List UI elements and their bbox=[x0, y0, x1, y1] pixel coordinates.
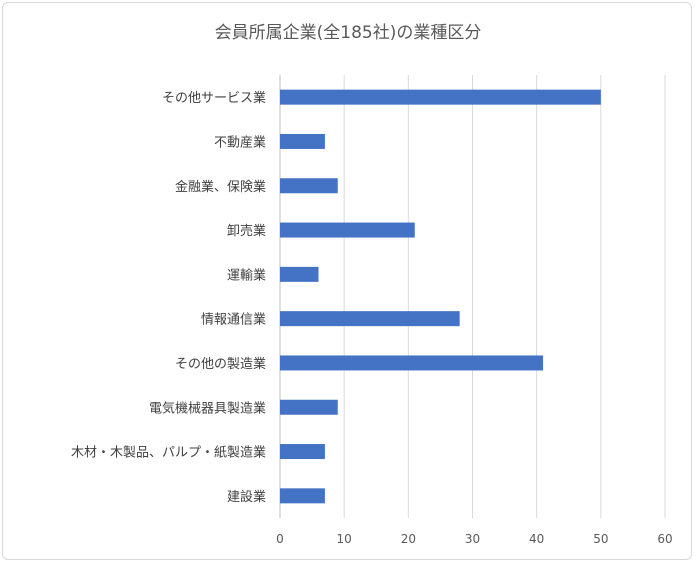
x-tick-label: 50 bbox=[593, 532, 608, 546]
grid-lines bbox=[279, 75, 666, 518]
x-tick-label: 0 bbox=[276, 532, 284, 546]
category-label: 木材・木製品、パルプ・紙製造業 bbox=[71, 445, 266, 461]
bar-6 bbox=[280, 355, 544, 371]
x-tick-label: 10 bbox=[337, 532, 352, 546]
bar-8 bbox=[280, 444, 325, 460]
x-tick-label: 30 bbox=[465, 532, 480, 546]
x-tick-label: 20 bbox=[401, 532, 416, 546]
bar-0 bbox=[280, 89, 601, 105]
x-tick-labels: 0 10 20 30 40 50 60 bbox=[276, 532, 672, 546]
category-label: その他の製造業 bbox=[175, 356, 266, 372]
category-label: 卸売業 bbox=[227, 223, 266, 239]
bar-9 bbox=[280, 488, 325, 504]
x-tick-label: 40 bbox=[529, 532, 544, 546]
category-label: その他サービス業 bbox=[162, 90, 266, 106]
category-label: 不動産業 bbox=[214, 134, 266, 150]
bar-7 bbox=[280, 399, 338, 415]
x-tick-label: 60 bbox=[657, 532, 672, 546]
bar-5 bbox=[280, 311, 460, 327]
category-labels: その他サービス業不動産業金融業、保険業卸売業運輸業情報通信業その他の製造業電気機… bbox=[71, 90, 266, 505]
bar-4 bbox=[280, 266, 319, 282]
chart-title: 会員所属企業(全185社)の業種区分 bbox=[214, 23, 482, 43]
bars bbox=[280, 89, 601, 504]
bar-3 bbox=[280, 222, 415, 238]
category-label: 情報通信業 bbox=[201, 312, 266, 328]
category-label: 電気機械器具製造業 bbox=[149, 400, 266, 416]
category-label: 建設業 bbox=[227, 489, 266, 505]
bar-1 bbox=[280, 133, 325, 149]
bar-2 bbox=[280, 178, 338, 194]
category-label: 運輸業 bbox=[227, 267, 266, 283]
category-label: 金融業、保険業 bbox=[175, 179, 266, 195]
